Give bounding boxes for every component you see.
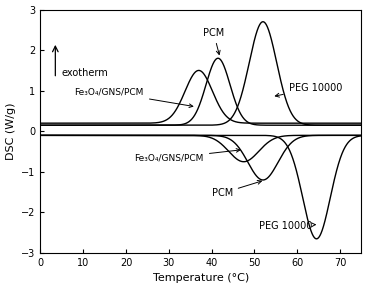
Text: Fe₃O₄/GNS/PCM: Fe₃O₄/GNS/PCM	[75, 88, 193, 108]
Text: Fe₃O₄/GNS/PCM: Fe₃O₄/GNS/PCM	[135, 149, 240, 162]
Text: PEG 10000: PEG 10000	[275, 83, 342, 97]
Text: PEG 10000: PEG 10000	[259, 221, 316, 231]
Text: exotherm: exotherm	[62, 68, 109, 78]
Text: PCM: PCM	[212, 180, 261, 198]
Y-axis label: DSC (W/g): DSC (W/g)	[6, 103, 15, 160]
Text: PCM: PCM	[203, 28, 224, 55]
X-axis label: Temperature (°C): Temperature (°C)	[153, 273, 249, 284]
